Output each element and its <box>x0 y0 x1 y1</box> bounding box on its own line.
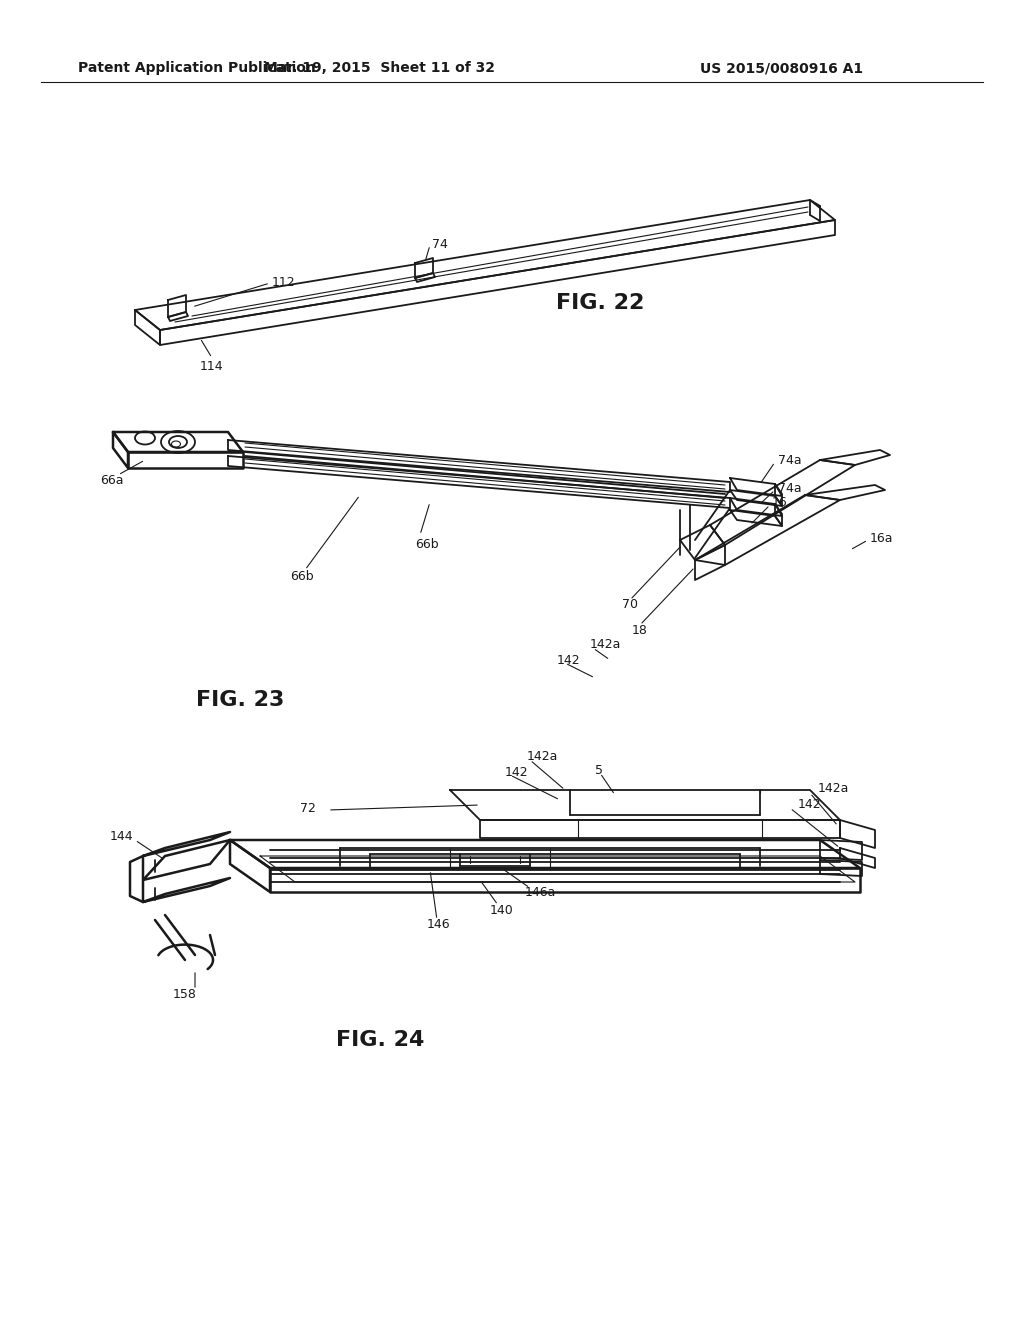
Text: 74: 74 <box>432 238 447 251</box>
Text: 70: 70 <box>622 598 638 611</box>
Text: US 2015/0080916 A1: US 2015/0080916 A1 <box>700 61 863 75</box>
Text: 5: 5 <box>595 763 603 776</box>
Text: 112: 112 <box>272 276 296 289</box>
Text: FIG. 23: FIG. 23 <box>196 690 285 710</box>
Text: 74a: 74a <box>778 454 802 466</box>
Text: 114: 114 <box>200 360 223 374</box>
Text: 142: 142 <box>798 797 821 810</box>
Text: 18: 18 <box>632 623 648 636</box>
Text: 66a: 66a <box>100 474 124 487</box>
Text: FIG. 24: FIG. 24 <box>336 1030 424 1049</box>
Text: 146a: 146a <box>525 886 556 899</box>
Text: FIG. 22: FIG. 22 <box>556 293 644 313</box>
Text: 66b: 66b <box>415 539 438 552</box>
Text: 142: 142 <box>557 653 581 667</box>
Text: 140: 140 <box>490 903 514 916</box>
Text: 142a: 142a <box>590 639 622 652</box>
Text: 142a: 142a <box>818 783 849 796</box>
Text: 72: 72 <box>300 801 315 814</box>
Text: 144: 144 <box>110 829 133 842</box>
Text: 16: 16 <box>772 496 787 510</box>
Text: Mar. 19, 2015  Sheet 11 of 32: Mar. 19, 2015 Sheet 11 of 32 <box>264 61 496 75</box>
Text: 66b: 66b <box>290 570 313 583</box>
Text: 74a: 74a <box>778 482 802 495</box>
Text: 142a: 142a <box>527 751 558 763</box>
Text: 142: 142 <box>505 766 528 779</box>
Text: 158: 158 <box>173 989 197 1002</box>
Text: 146: 146 <box>427 919 451 932</box>
Text: Patent Application Publication: Patent Application Publication <box>78 61 315 75</box>
Text: 16a: 16a <box>870 532 894 544</box>
